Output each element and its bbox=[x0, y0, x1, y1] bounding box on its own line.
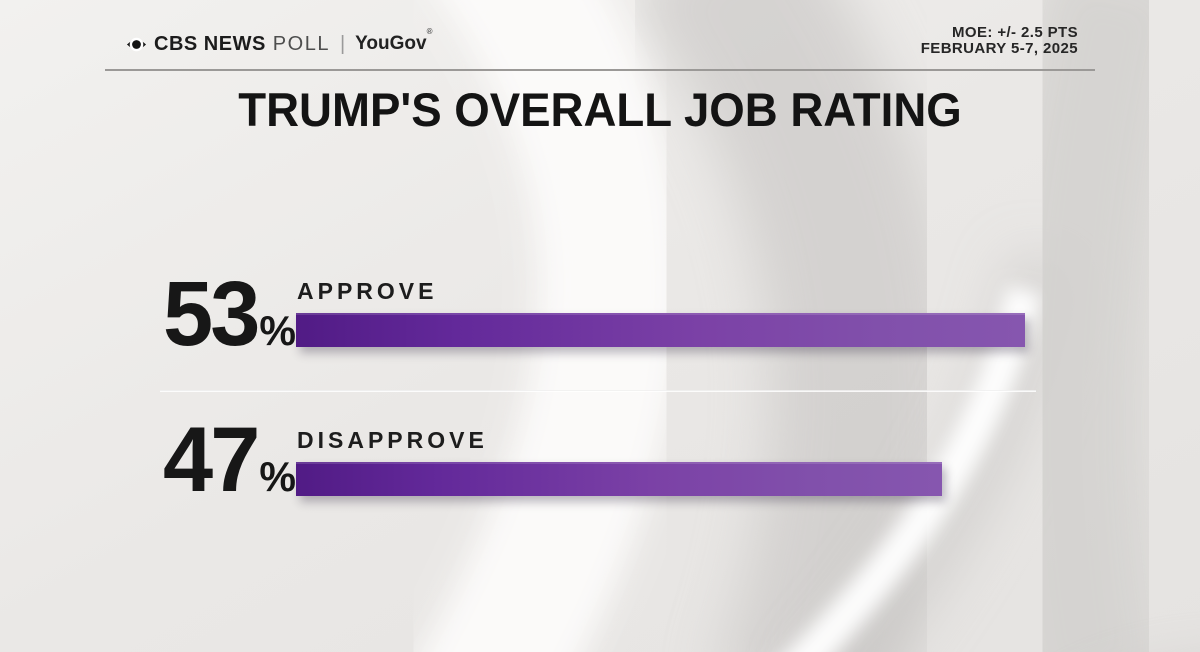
disapprove-value: 47 % bbox=[163, 414, 296, 506]
header-rule bbox=[105, 69, 1095, 71]
cbs-eye-icon bbox=[126, 37, 147, 51]
date-line: FEBRUARY 5-7, 2025 bbox=[920, 40, 1078, 57]
brand-separator: | bbox=[339, 32, 346, 55]
approve-value: 53 % bbox=[163, 268, 296, 360]
registered-mark: ® bbox=[426, 27, 433, 36]
approve-bar bbox=[296, 313, 1025, 347]
percent-sign: % bbox=[259, 307, 296, 354]
brand-cbs-news: CBS NEWS bbox=[154, 32, 266, 55]
row-divider bbox=[160, 390, 1036, 392]
approve-number: 53 bbox=[163, 263, 260, 365]
page-title: TRUMP'S OVERALL JOB RATING bbox=[238, 83, 962, 136]
disapprove-label: DISAPPROVE bbox=[297, 427, 488, 453]
percent-sign: % bbox=[259, 453, 296, 500]
brand-poll: POLL bbox=[272, 32, 330, 55]
moe-line: MOE: +/- 2.5 PTS bbox=[951, 24, 1078, 41]
poll-meta: MOE: +/- 2.5 PTS FEBRUARY 5-7, 2025 bbox=[921, 25, 1078, 57]
brand-yougov: YouGov® bbox=[355, 27, 433, 54]
disapprove-number: 47 bbox=[163, 409, 260, 511]
approve-label: APPROVE bbox=[297, 278, 438, 304]
disapprove-bar bbox=[296, 462, 942, 496]
brand-lockup: CBS NEWS POLL | YouGov® bbox=[126, 27, 433, 56]
